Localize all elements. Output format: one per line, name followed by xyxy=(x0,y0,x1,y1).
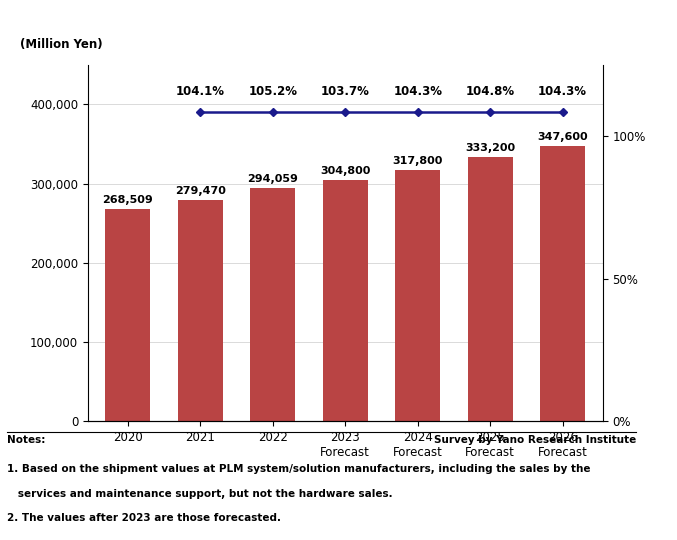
Bar xyxy=(323,180,368,421)
Text: 304,800: 304,800 xyxy=(320,166,370,176)
Bar xyxy=(540,146,585,421)
Bar xyxy=(250,188,295,421)
Text: Survey by Yano Research Institute: Survey by Yano Research Institute xyxy=(434,435,636,445)
Text: 1. Based on the shipment values at PLM system/solution manufacturers, including : 1. Based on the shipment values at PLM s… xyxy=(7,464,590,475)
Bar xyxy=(178,200,223,421)
Text: 2. The values after 2023 are those forecasted.: 2. The values after 2023 are those forec… xyxy=(7,513,281,523)
Text: 268,509: 268,509 xyxy=(102,194,153,205)
Text: 104.8%: 104.8% xyxy=(466,85,515,98)
Text: 279,470: 279,470 xyxy=(175,186,225,196)
Text: 294,059: 294,059 xyxy=(247,174,299,184)
Text: 333,200: 333,200 xyxy=(465,143,515,153)
Text: 105.2%: 105.2% xyxy=(248,85,297,98)
Text: services and maintenance support, but not the hardware sales.: services and maintenance support, but no… xyxy=(7,489,393,499)
Text: 104.1%: 104.1% xyxy=(176,85,225,98)
Text: 103.7%: 103.7% xyxy=(321,85,370,98)
Text: Notes:: Notes: xyxy=(7,435,45,445)
Text: 347,600: 347,600 xyxy=(538,132,588,142)
Bar xyxy=(468,157,512,421)
Text: 104.3%: 104.3% xyxy=(393,85,442,98)
Bar xyxy=(395,170,440,421)
Bar xyxy=(106,208,150,421)
Text: 104.3%: 104.3% xyxy=(538,85,587,98)
Text: 317,800: 317,800 xyxy=(393,156,443,166)
Text: (Million Yen): (Million Yen) xyxy=(20,38,103,51)
